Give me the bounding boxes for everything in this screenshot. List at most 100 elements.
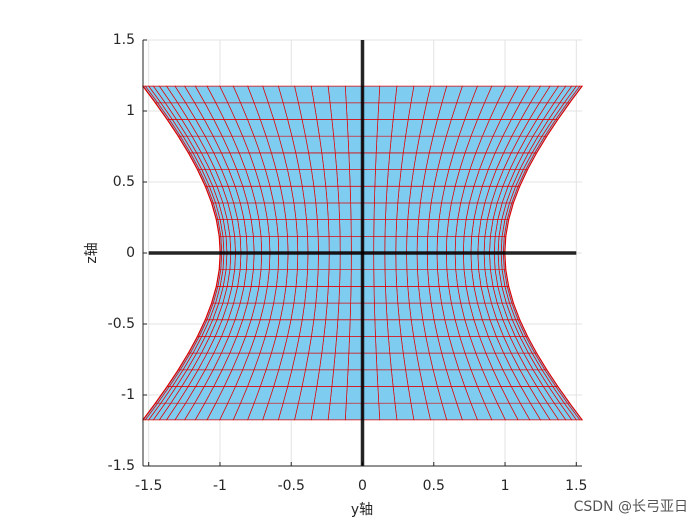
surface-cell <box>470 235 479 254</box>
surface-cell <box>407 286 421 304</box>
surface-cell <box>319 135 336 154</box>
surface-cell <box>375 152 391 170</box>
surface-cell <box>317 235 330 254</box>
surface-cell <box>373 202 387 220</box>
surface-cell <box>389 352 406 371</box>
surface-cell <box>307 252 319 271</box>
surface-cell <box>362 302 376 321</box>
x-tick-label: 0.5 <box>423 478 445 494</box>
surface-cell <box>427 269 440 287</box>
surface-cell <box>331 369 349 387</box>
surface-cell <box>310 85 331 104</box>
surface-cell <box>253 252 263 271</box>
surface-cell <box>350 286 363 304</box>
surface-cell <box>406 269 419 287</box>
surface-cell <box>339 252 352 271</box>
surface-cell <box>416 252 429 271</box>
surface-cell <box>326 286 340 304</box>
x-tick-label: 1 <box>501 478 510 494</box>
surface-cell <box>376 119 394 137</box>
y-tick-label: 1 <box>126 103 135 119</box>
watermark: CSDN @长弓亚日 <box>574 499 688 515</box>
surface-cell <box>378 402 398 421</box>
surface-cell <box>416 235 429 254</box>
surface-cell <box>408 185 424 204</box>
x-tick-label: -0.5 <box>278 478 305 494</box>
surface-cell <box>362 185 376 204</box>
surface-cell <box>436 235 448 254</box>
surface-cell <box>296 252 309 271</box>
surface-cell <box>375 336 391 354</box>
surface-cell <box>347 135 363 154</box>
surface-cell <box>445 235 457 254</box>
surface-cell <box>338 286 352 304</box>
surface-cell <box>397 302 412 321</box>
surface-cell <box>287 235 299 254</box>
surface-cell <box>325 302 340 321</box>
surface-cell <box>306 269 319 287</box>
surface-cell <box>405 119 424 137</box>
surface-cell <box>304 202 318 220</box>
x-axis-label: y轴 <box>351 502 373 518</box>
surface-cell <box>398 319 414 337</box>
surface-cell <box>408 302 424 321</box>
surface-cell <box>362 119 379 137</box>
y-tick-label: -1 <box>121 387 135 403</box>
surface-cell <box>395 252 408 271</box>
surface-cell <box>277 252 289 271</box>
surface-cell <box>427 219 440 237</box>
surface-cell <box>362 336 377 354</box>
surface-cell <box>268 252 280 271</box>
surface-cell <box>319 352 336 371</box>
surface-cell <box>402 135 420 154</box>
surface-cell <box>477 252 486 271</box>
surface-cell <box>348 336 363 354</box>
surface-cell <box>285 219 298 237</box>
x-tick-label: -1.5 <box>135 478 162 494</box>
surface-cell <box>418 286 432 304</box>
surface-cell <box>327 85 347 104</box>
surface-cell <box>349 319 363 337</box>
surface-cell <box>337 302 352 321</box>
surface-cell <box>349 302 363 321</box>
surface-cell <box>295 219 308 237</box>
surface-cell <box>329 102 348 120</box>
surface-cell <box>378 85 398 104</box>
x-tick-label: 1.5 <box>565 478 587 494</box>
surface-cell <box>377 386 396 404</box>
surface-cell <box>407 202 421 220</box>
surface-cell <box>394 85 415 104</box>
surface-cell <box>407 102 428 120</box>
surface-cell <box>395 219 409 237</box>
surface-cell <box>348 152 363 170</box>
surface-cell <box>362 319 376 337</box>
surface-cell <box>373 185 388 204</box>
surface-cell <box>315 286 329 304</box>
surface-cell <box>437 219 449 237</box>
surface-cell <box>321 152 338 170</box>
surface-cell <box>385 202 399 220</box>
surface-cell <box>328 252 341 271</box>
surface-cell <box>396 202 410 220</box>
surface-cell <box>327 402 347 421</box>
surface-cell <box>362 85 381 104</box>
surface-cell <box>331 119 349 137</box>
surface-cell <box>346 119 363 137</box>
surface-cell <box>389 135 406 154</box>
surface-cell <box>323 319 339 337</box>
surface-cell <box>344 402 363 421</box>
surface-cell <box>397 185 412 204</box>
surface-cell <box>287 252 299 271</box>
surface-cell <box>400 336 417 354</box>
surface-cell <box>410 85 431 104</box>
surface-cell <box>445 252 457 271</box>
surface-cell <box>462 252 472 271</box>
surface-cell <box>295 269 308 287</box>
surface-cell <box>454 252 465 271</box>
surface-cell <box>334 336 350 354</box>
surface-cell <box>362 369 379 387</box>
surface-cell <box>377 102 396 120</box>
surface-cell <box>375 352 392 371</box>
surface-cell <box>373 269 386 287</box>
surface-cell <box>333 352 350 371</box>
